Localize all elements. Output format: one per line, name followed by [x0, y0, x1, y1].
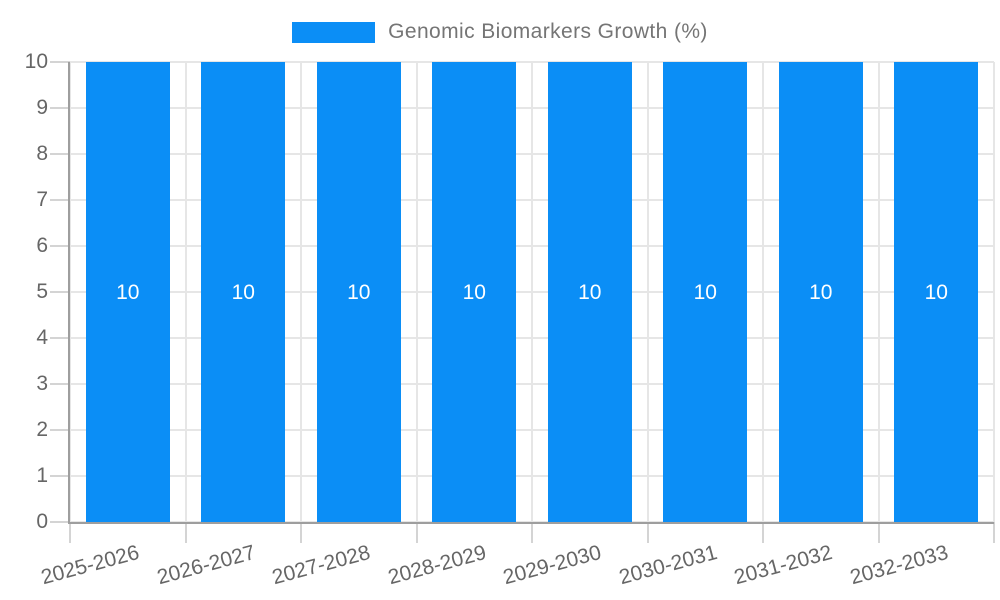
- bar-value-label: 10: [578, 280, 602, 304]
- y-tick-mark: [50, 245, 70, 247]
- y-tick-mark: [50, 61, 70, 63]
- y-tick-label: 0: [36, 510, 48, 533]
- bar: 10: [663, 62, 748, 522]
- bar-value-label: 10: [924, 280, 948, 304]
- x-tick-label: 2029-2030: [500, 540, 604, 590]
- y-tick-mark: [50, 521, 70, 523]
- bar: 10: [432, 62, 517, 522]
- x-gridline: [993, 62, 995, 522]
- y-tick-mark: [50, 337, 70, 339]
- legend-label: Genomic Biomarkers Growth (%): [388, 20, 708, 43]
- x-axis-line: [68, 522, 994, 524]
- x-gridline: [646, 62, 649, 522]
- legend-swatch-icon: [292, 21, 376, 43]
- bar: 10: [201, 62, 286, 522]
- bar: 10: [778, 62, 863, 522]
- y-tick-mark: [50, 153, 70, 155]
- x-gridline: [877, 62, 880, 522]
- x-tick-label: 2031-2032: [731, 540, 835, 590]
- y-tick-mark: [50, 429, 70, 431]
- x-tick-mark: [300, 522, 302, 543]
- x-gridline: [300, 62, 302, 522]
- chart-legend[interactable]: Genomic Biomarkers Growth (%): [0, 19, 1000, 45]
- y-tick-label: 1: [36, 464, 48, 487]
- y-tick-label: 4: [36, 326, 48, 349]
- x-gridline: [184, 62, 187, 522]
- x-tick-mark: [993, 522, 995, 543]
- y-tick-mark: [50, 383, 70, 385]
- x-tick-label: 2030-2031: [616, 540, 720, 590]
- x-tick-mark: [762, 522, 764, 543]
- x-tick-label: 2032-2033: [847, 540, 951, 590]
- x-tick-mark: [69, 522, 71, 543]
- bar-value-label: 10: [116, 280, 140, 304]
- bar: 10: [316, 62, 401, 522]
- x-tick-label: 2025-2026: [38, 540, 142, 590]
- x-gridline: [531, 62, 533, 522]
- x-tick-mark: [415, 522, 418, 543]
- y-tick-label: 9: [36, 96, 48, 119]
- bar: 10: [547, 62, 632, 522]
- x-gridline: [415, 62, 418, 522]
- y-tick-mark: [50, 475, 70, 477]
- x-tick-mark: [877, 522, 880, 543]
- y-axis-line: [68, 62, 70, 522]
- x-tick-label: 2027-2028: [269, 540, 373, 590]
- bar-value-label: 10: [462, 280, 486, 304]
- y-tick-label: 3: [36, 372, 48, 395]
- x-tick-mark: [531, 522, 533, 543]
- y-tick-label: 2: [36, 418, 48, 441]
- y-tick-label: 10: [24, 50, 48, 73]
- x-tick-label: 2028-2029: [385, 540, 489, 590]
- y-tick-label: 5: [36, 280, 48, 303]
- x-tick-label: 2026-2027: [154, 540, 258, 590]
- y-tick-mark: [50, 107, 70, 109]
- bar: 10: [894, 62, 979, 522]
- y-tick-label: 8: [36, 142, 48, 165]
- x-tick-mark: [184, 522, 187, 543]
- y-tick-mark: [50, 199, 70, 201]
- y-tick-mark: [50, 291, 70, 293]
- bar-value-label: 10: [809, 280, 833, 304]
- y-tick-label: 7: [36, 188, 48, 211]
- y-tick-label: 6: [36, 234, 48, 257]
- bar-value-label: 10: [693, 280, 717, 304]
- x-tick-mark: [646, 522, 649, 543]
- x-gridline: [762, 62, 764, 522]
- x-gridline: [69, 62, 71, 522]
- bar-value-label: 10: [231, 280, 255, 304]
- bar-value-label: 10: [347, 280, 371, 304]
- plot-area: 10 10 10 10 10 10 10 10: [50, 61, 995, 543]
- bar: 10: [85, 62, 170, 522]
